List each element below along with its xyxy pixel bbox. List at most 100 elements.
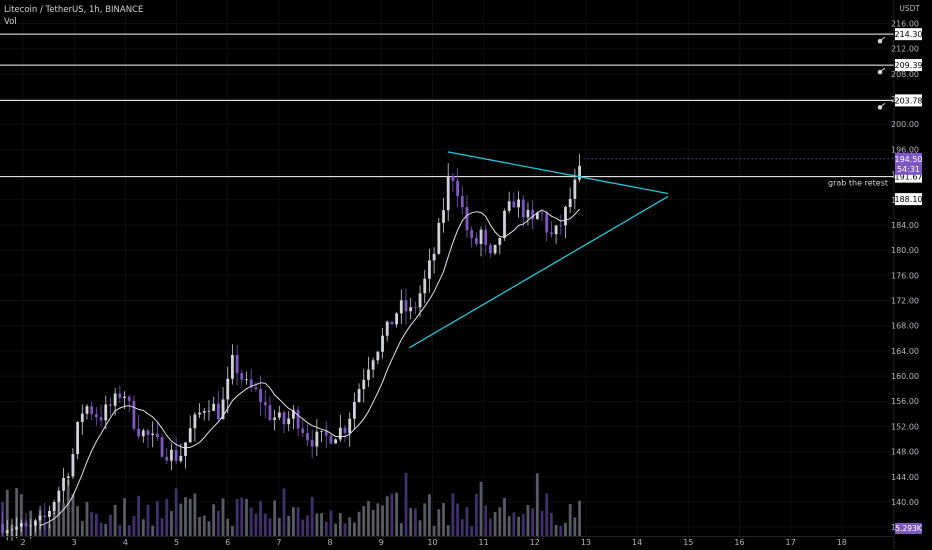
candle-body	[90, 406, 94, 415]
volume-bar	[498, 507, 502, 536]
candle-body	[132, 400, 136, 429]
y-tick-label: 212.00	[891, 45, 919, 54]
moving-average-line	[39, 208, 580, 526]
volume-bar	[460, 519, 464, 536]
volume-bar	[151, 525, 155, 536]
x-tick-label: 7	[276, 538, 281, 547]
candle-body	[141, 430, 145, 437]
candle-body	[1, 524, 4, 533]
x-tick-label: 5	[174, 538, 179, 547]
candle-body	[540, 212, 544, 214]
volume-bar	[442, 503, 445, 536]
volume-bar	[343, 523, 347, 536]
volume-bar	[174, 488, 178, 536]
volume-bar	[334, 523, 338, 536]
candle-body	[498, 237, 502, 245]
volume-bar	[338, 512, 342, 536]
candle-body	[395, 313, 399, 325]
candle-body	[155, 433, 159, 438]
candle-body	[249, 379, 253, 388]
volume-bar	[456, 503, 459, 536]
note-price-tag	[895, 193, 922, 206]
volume-bar	[357, 511, 361, 536]
volume-bar	[545, 493, 549, 536]
candle-body	[33, 520, 37, 526]
volume-bar	[381, 505, 384, 536]
candle-body	[287, 418, 291, 425]
volume-indicator-label[interactable]: Vol	[4, 17, 17, 27]
volume-bar	[254, 513, 258, 536]
candle-body	[489, 244, 492, 254]
candle-body	[62, 478, 65, 491]
candle-body	[554, 225, 558, 235]
horizontal-levels[interactable]	[0, 33, 894, 178]
candle-body	[367, 369, 370, 380]
volume-bar	[310, 496, 314, 536]
volume-bar	[221, 498, 225, 536]
volume-bar	[503, 498, 506, 536]
candle-body	[385, 321, 389, 336]
candle-body	[437, 222, 441, 254]
candle-body	[193, 414, 197, 429]
candle-body	[259, 389, 262, 403]
annotation-text: grab the retest	[828, 179, 888, 188]
candle-body	[418, 293, 422, 308]
candle-body	[409, 307, 413, 312]
volume-bar	[245, 498, 248, 536]
volume-bar	[517, 516, 520, 536]
candle-body	[376, 351, 380, 361]
volume-bar	[273, 500, 277, 536]
candle-body	[324, 430, 328, 436]
volume-bar	[52, 510, 56, 536]
alert-bell-icon-handle	[881, 102, 886, 107]
candle-body	[352, 402, 356, 419]
candle-body	[573, 179, 577, 199]
x-tick-label: 14	[632, 538, 642, 547]
x-tick-label: 12	[530, 538, 540, 547]
volume-bar	[526, 505, 530, 536]
triangle-trendlines[interactable]	[409, 151, 669, 349]
x-tick-label: 8	[328, 538, 333, 547]
volume-bar	[202, 515, 206, 536]
candle-body	[38, 515, 42, 521]
last-price-label: 194.50	[895, 155, 923, 164]
countdown-label: 54:31	[897, 165, 920, 174]
candle-body	[10, 529, 14, 531]
x-tick-label: 3	[72, 538, 77, 547]
symbol-title[interactable]: Litecoin / TetherUS, 1h, BINANCE	[4, 5, 144, 15]
x-tick-label: 13	[581, 538, 591, 547]
candle-body	[474, 237, 478, 244]
alert-bell-icon	[877, 105, 883, 110]
candle-body	[76, 422, 80, 455]
candle-body	[320, 430, 323, 432]
candle-body	[451, 176, 455, 181]
volume-bar	[324, 521, 328, 536]
y-tick-label: 164.00	[891, 347, 919, 356]
candle-body	[113, 393, 117, 406]
volume-bar	[240, 497, 244, 536]
volume-bar	[352, 522, 356, 536]
candle-body	[507, 201, 511, 211]
level-price-label: 209.39	[895, 61, 923, 70]
volume-bar	[428, 494, 431, 536]
volume-bar	[160, 518, 164, 536]
candle-body	[423, 278, 427, 294]
volume-bar	[474, 493, 478, 536]
volume-bar	[559, 525, 563, 536]
grid	[0, 0, 893, 536]
candle-body	[456, 180, 459, 197]
candle-body	[221, 399, 225, 420]
volume-bar	[231, 525, 234, 536]
y-tick-label: 152.00	[891, 422, 919, 431]
x-tick-label: 9	[379, 538, 384, 547]
candle-body	[99, 417, 103, 421]
volume-bar	[155, 500, 159, 536]
candle-body	[399, 300, 403, 314]
candle-body	[503, 210, 506, 238]
volume-bar	[296, 507, 300, 536]
candle-body	[179, 455, 183, 462]
candle-body	[564, 206, 567, 226]
volume-tag-label: 5.293K	[895, 524, 922, 533]
